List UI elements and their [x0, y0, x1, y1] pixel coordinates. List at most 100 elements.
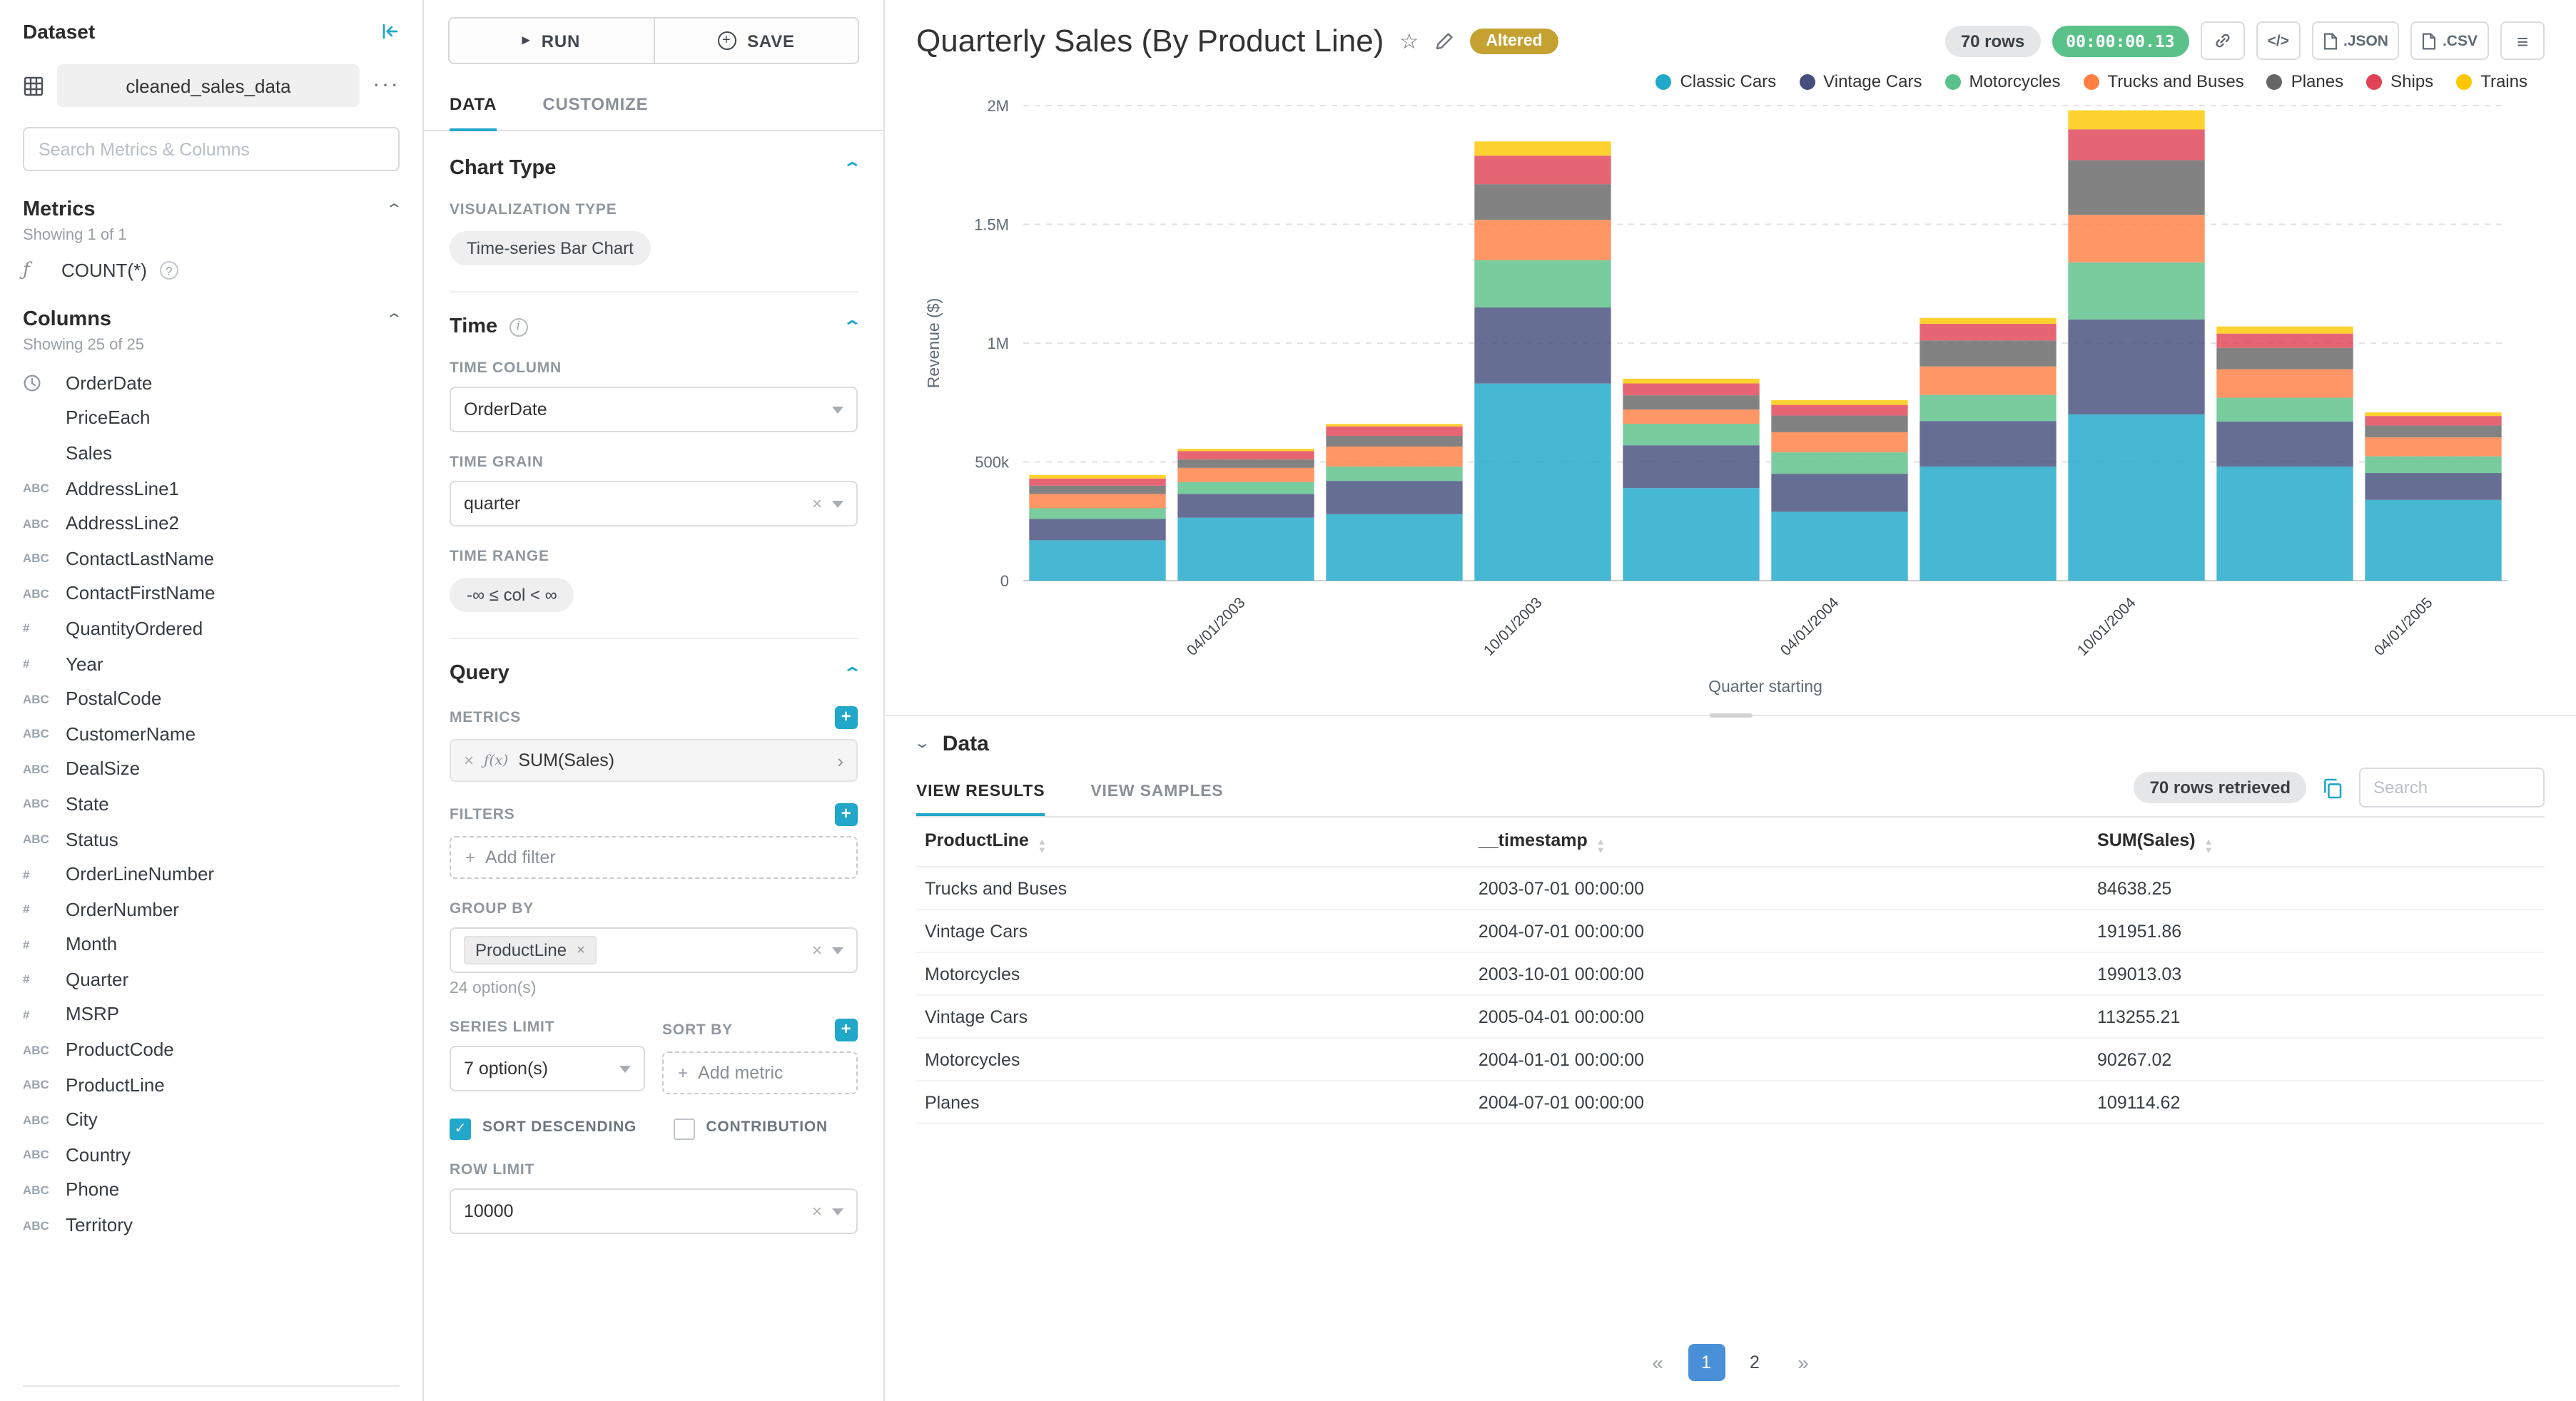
bar-segment[interactable]	[1177, 449, 1314, 452]
clear-icon[interactable]: ×	[811, 494, 822, 514]
favorite-star-icon[interactable]: ☆	[1399, 29, 1419, 54]
time-range-value[interactable]: -∞ ≤ col < ∞	[450, 578, 574, 612]
bar-segment[interactable]	[1474, 307, 1611, 384]
page-2[interactable]: 2	[1750, 1352, 1760, 1372]
bar-segment[interactable]	[1326, 514, 1463, 581]
bar-segment[interactable]	[1326, 426, 1463, 436]
column-item[interactable]: ABC State	[23, 786, 400, 821]
export-csv-button[interactable]: .CSV	[2410, 21, 2489, 60]
bar-segment[interactable]	[1474, 156, 1611, 185]
column-item[interactable]: Sales	[23, 435, 400, 470]
bar-segment[interactable]	[1771, 404, 1908, 416]
bar-segment[interactable]	[1177, 482, 1314, 494]
bar-segment[interactable]	[2216, 369, 2353, 398]
column-item[interactable]: OrderDate	[23, 365, 400, 400]
copy-data-icon[interactable]	[2322, 777, 2343, 798]
bar-segment[interactable]	[1474, 141, 1611, 156]
tab-view-results[interactable]: VIEW RESULTS	[916, 770, 1045, 815]
bar-segment[interactable]	[1177, 467, 1314, 482]
bar-segment[interactable]	[2365, 499, 2502, 581]
legend-item[interactable]: Classic Cars	[1655, 71, 1776, 91]
query-header[interactable]: Query ⌃	[450, 662, 861, 685]
bar-segment[interactable]	[1920, 394, 2057, 422]
bar-segment[interactable]	[1623, 445, 1760, 489]
bar-segment[interactable]	[1177, 517, 1314, 581]
bar-segment[interactable]	[2068, 110, 2205, 130]
column-header-productline[interactable]: ProductLine ▲ ▼	[916, 817, 1470, 867]
copy-link-button[interactable]	[2200, 21, 2245, 60]
bar-segment[interactable]	[1623, 383, 1760, 396]
bar-segment[interactable]	[1474, 184, 1611, 220]
prev-page[interactable]: «	[1652, 1351, 1663, 1374]
legend-item[interactable]: Planes	[2266, 71, 2343, 91]
column-item[interactable]: PriceEach	[23, 400, 400, 435]
bar-segment[interactable]	[1326, 435, 1463, 447]
bar-segment[interactable]	[1771, 452, 1908, 474]
bar-segment[interactable]	[1029, 478, 1166, 486]
bar-segment[interactable]	[1920, 366, 2057, 395]
bar-segment[interactable]	[2216, 421, 2353, 467]
sort-descending-checkbox[interactable]: ✓ SORT DESCENDING	[450, 1117, 661, 1140]
bar-segment[interactable]	[1771, 415, 1908, 432]
bar-segment[interactable]	[2365, 473, 2502, 500]
column-item[interactable]: # Quarter	[23, 962, 400, 997]
bar-segment[interactable]	[2365, 412, 2502, 417]
bar-segment[interactable]	[1474, 383, 1611, 581]
add-filter-dropzone[interactable]: + Add filter	[450, 836, 858, 879]
time-header[interactable]: Time i ⌃	[450, 315, 861, 338]
bar-segment[interactable]	[1474, 260, 1611, 308]
viz-type-value[interactable]: Time-series Bar Chart	[450, 231, 651, 265]
bar-segment[interactable]	[1326, 467, 1463, 482]
column-item[interactable]: ABC ProductCode	[23, 1032, 400, 1067]
bar-segment[interactable]	[1029, 474, 1166, 479]
bar-segment[interactable]	[2068, 414, 2205, 581]
column-item[interactable]: ABC ContactFirstName	[23, 576, 400, 611]
column-item[interactable]: # Month	[23, 927, 400, 962]
chart-type-header[interactable]: Chart Type ⌃	[450, 157, 861, 180]
bar-segment[interactable]	[1623, 409, 1760, 424]
bar-segment[interactable]	[2216, 397, 2353, 422]
export-json-button[interactable]: .JSON	[2311, 21, 2400, 60]
column-item[interactable]: ABC DealSize	[23, 751, 400, 786]
clear-icon[interactable]: ×	[811, 940, 822, 960]
remove-tag-icon[interactable]: ×	[577, 942, 585, 958]
bar-segment[interactable]	[1771, 474, 1908, 512]
bar-segment[interactable]	[1326, 481, 1463, 514]
bar-segment[interactable]	[2216, 467, 2353, 581]
column-item[interactable]: ABC Territory	[23, 1208, 400, 1243]
column-item[interactable]: # Year	[23, 646, 400, 681]
save-button[interactable]: + SAVE	[653, 17, 859, 64]
bar-segment[interactable]	[1623, 395, 1760, 410]
legend-item[interactable]: Ships	[2366, 71, 2433, 91]
metric-pill-sum-sales[interactable]: × ƒ(x) SUM(Sales) ›	[450, 739, 858, 782]
legend-item[interactable]: Trains	[2456, 71, 2527, 91]
stacked-bar-chart[interactable]: 0 500k 1M 1.5M 2M 04/01/2003 10/01/2003 04/01/2…	[916, 94, 2539, 700]
dataset-more-menu-icon[interactable]: ···	[372, 73, 400, 97]
bar-segment[interactable]	[1920, 324, 2057, 341]
bar-segment[interactable]	[1920, 421, 2057, 467]
data-section-header[interactable]: ⌄ Data	[913, 732, 2545, 756]
tab-data[interactable]: DATA	[450, 80, 497, 131]
collapse-panel-icon[interactable]	[380, 21, 400, 41]
resize-grip[interactable]	[1709, 713, 1752, 718]
bar-segment[interactable]	[2216, 326, 2353, 334]
column-item[interactable]: ABC PostalCode	[23, 681, 400, 716]
add-metric-button[interactable]: +	[835, 706, 858, 729]
bar-segment[interactable]	[2068, 160, 2205, 215]
bar-segment[interactable]	[1326, 424, 1463, 427]
series-limit-select[interactable]: 7 option(s)	[450, 1046, 645, 1091]
bar-segment[interactable]	[1029, 485, 1166, 494]
bar-segment[interactable]	[1177, 459, 1314, 468]
column-item[interactable]: # OrderLineNumber	[23, 857, 400, 892]
metric-item-count[interactable]: ƒ COUNT(*) ?	[23, 260, 400, 281]
bar-segment[interactable]	[2365, 437, 2502, 457]
bar-segment[interactable]	[1474, 220, 1611, 260]
bar-segment[interactable]	[2216, 347, 2353, 370]
legend-item[interactable]: Vintage Cars	[1799, 71, 1922, 91]
bar-segment[interactable]	[2068, 215, 2205, 263]
bar-segment[interactable]	[2365, 416, 2502, 426]
tab-view-samples[interactable]: VIEW SAMPLES	[1090, 783, 1224, 800]
column-header--timestamp[interactable]: __timestamp ▲ ▼	[1469, 817, 2089, 867]
bar-segment[interactable]	[1771, 511, 1908, 581]
column-item[interactable]: # QuantityOrdered	[23, 611, 400, 646]
